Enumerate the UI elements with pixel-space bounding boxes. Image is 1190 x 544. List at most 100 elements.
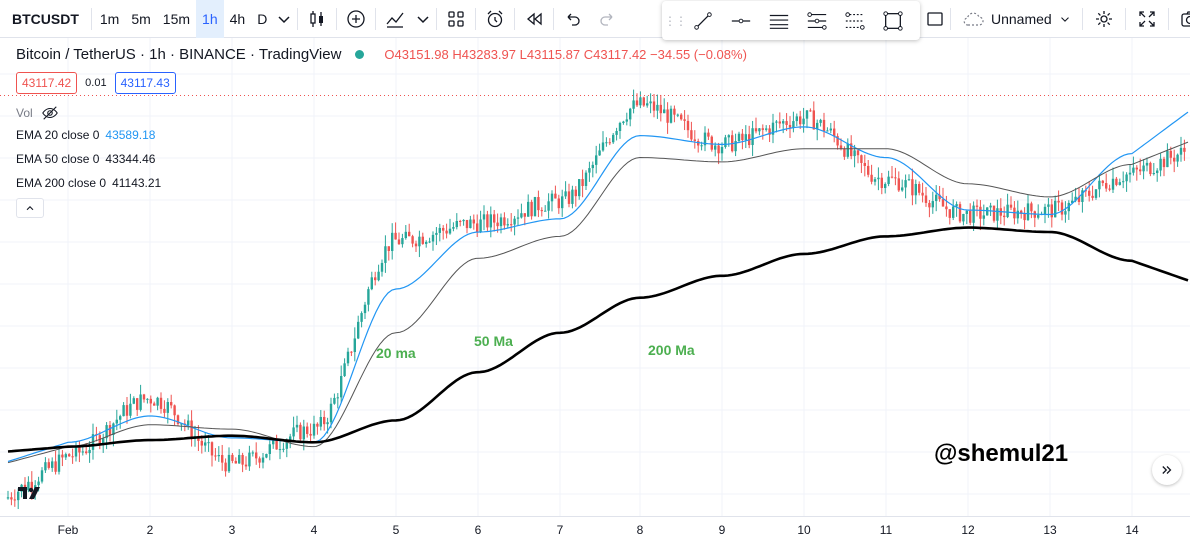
candle-up [734, 140, 737, 152]
candle-down [948, 209, 951, 218]
candle-down [190, 420, 193, 440]
candle-up [6, 497, 10, 499]
symbol-title[interactable]: Bitcoin / TetherUS · 1h · BINANCE · Trad… [16, 46, 342, 63]
candle-down [918, 183, 921, 193]
horizontal-ray-tool[interactable] [722, 1, 760, 40]
candle-up [639, 97, 642, 106]
rectangle-select-tool[interactable] [874, 1, 912, 40]
candle-down [863, 162, 866, 166]
fib-channel-icon [845, 11, 865, 30]
ema200-legend[interactable]: EMA 200 close 0 41143.21 [16, 176, 161, 190]
candle-down [945, 206, 948, 210]
candle-up [931, 201, 934, 208]
layout-name-button[interactable]: Unnamed [953, 0, 1080, 38]
candle-up [703, 132, 707, 146]
timeframe-5m[interactable]: 5m [131, 10, 151, 27]
candle-up [986, 207, 989, 216]
indicators-button[interactable] [378, 0, 412, 38]
sell-button[interactable]: 43117.42 [16, 72, 78, 94]
candle-up [1071, 200, 1074, 203]
fib-channel-tool[interactable] [836, 1, 874, 40]
candle-down [108, 425, 112, 435]
ema20-legend[interactable]: EMA 20 close 0 43589.18 [16, 128, 155, 142]
candle-up [1043, 206, 1047, 214]
candle-up [1152, 173, 1155, 175]
ema20-line [7, 111, 1189, 463]
snapshot-button[interactable] [1171, 0, 1190, 38]
candle-down [1173, 157, 1176, 162]
buy-button[interactable]: 43117.43 [114, 72, 176, 94]
candle-down [979, 206, 982, 219]
volume-label[interactable]: Vol [16, 106, 33, 120]
candle-up [401, 238, 404, 245]
toolbar-divider [375, 7, 377, 30]
ohlc-change: −34.55 (−0.08%) [650, 47, 747, 62]
candle-up [676, 114, 679, 116]
candle-down [153, 403, 156, 406]
candle-up [605, 142, 608, 144]
candle-down [1183, 147, 1186, 152]
time-axis[interactable]: Feb 2 3 4 5 6 7 8 9 10 11 12 13 14 [0, 516, 1190, 544]
replay-button[interactable] [517, 0, 551, 38]
scroll-to-realtime-button[interactable] [1152, 455, 1182, 485]
candle-down [68, 454, 71, 457]
undo-button[interactable] [556, 0, 590, 38]
candle-up [805, 110, 809, 119]
candle-up [363, 304, 367, 314]
fullscreen-button[interactable] [1128, 0, 1166, 38]
redo-button[interactable] [590, 0, 624, 38]
candle-down [1057, 200, 1060, 203]
candle-down [697, 140, 700, 146]
parallel-channel-tool[interactable] [760, 1, 798, 40]
candle-up [727, 135, 730, 138]
rectangle-tool-button[interactable] [922, 0, 948, 38]
settings-button[interactable] [1085, 0, 1123, 38]
alert-button[interactable] [478, 0, 512, 38]
chart-type-button[interactable] [300, 0, 334, 38]
ema50-line [7, 141, 1189, 464]
trend-line-tool[interactable] [684, 1, 722, 40]
legend-collapse-button[interactable] [16, 198, 44, 218]
candle-down [839, 145, 843, 149]
candle-up [965, 210, 968, 214]
candle-down [1023, 213, 1026, 221]
indicators-dropdown[interactable] [412, 0, 434, 38]
candle-up [506, 224, 509, 226]
timeframe-15m[interactable]: 15m [162, 10, 191, 27]
candle-up [887, 176, 890, 185]
candle-up [251, 452, 254, 454]
candle-up [520, 213, 523, 218]
candle-down [1050, 204, 1053, 218]
tradingview-logo[interactable] [18, 485, 44, 501]
candle-down [176, 415, 180, 424]
candle-down [1009, 204, 1013, 208]
candle-down [465, 219, 469, 229]
candle-down [170, 402, 173, 406]
eye-hidden-icon[interactable] [41, 104, 59, 122]
candle-up [877, 177, 880, 180]
time-axis-label: 4 [310, 523, 318, 537]
timeframe-4h[interactable]: 4h [229, 10, 246, 27]
candle-up [333, 397, 336, 404]
drag-handle[interactable]: ⋮⋮ [664, 13, 687, 28]
candle-down [10, 497, 13, 500]
price-chart[interactable] [0, 38, 1190, 516]
candle-down [1162, 158, 1166, 168]
timeframe-1h[interactable]: 1h [196, 0, 224, 38]
symbol-search-button[interactable]: BTCUSDT [12, 10, 79, 27]
candle-up [360, 313, 363, 322]
templates-button[interactable] [439, 0, 473, 38]
time-axis-label: 3 [228, 523, 236, 537]
candle-up [914, 183, 917, 196]
candle-up [873, 179, 877, 182]
timeframe-dropdown[interactable] [273, 0, 295, 38]
timeframe-d[interactable]: D [257, 10, 268, 27]
candle-down [323, 416, 326, 425]
candle-down [1060, 202, 1064, 215]
candle-up [724, 137, 727, 148]
ema50-legend[interactable]: EMA 50 close 0 43344.46 [16, 152, 155, 166]
timeframe-1m[interactable]: 1m [99, 10, 120, 27]
compare-button[interactable] [339, 0, 373, 38]
fib-retracement-tool[interactable] [798, 1, 836, 40]
candle-up [64, 454, 67, 458]
